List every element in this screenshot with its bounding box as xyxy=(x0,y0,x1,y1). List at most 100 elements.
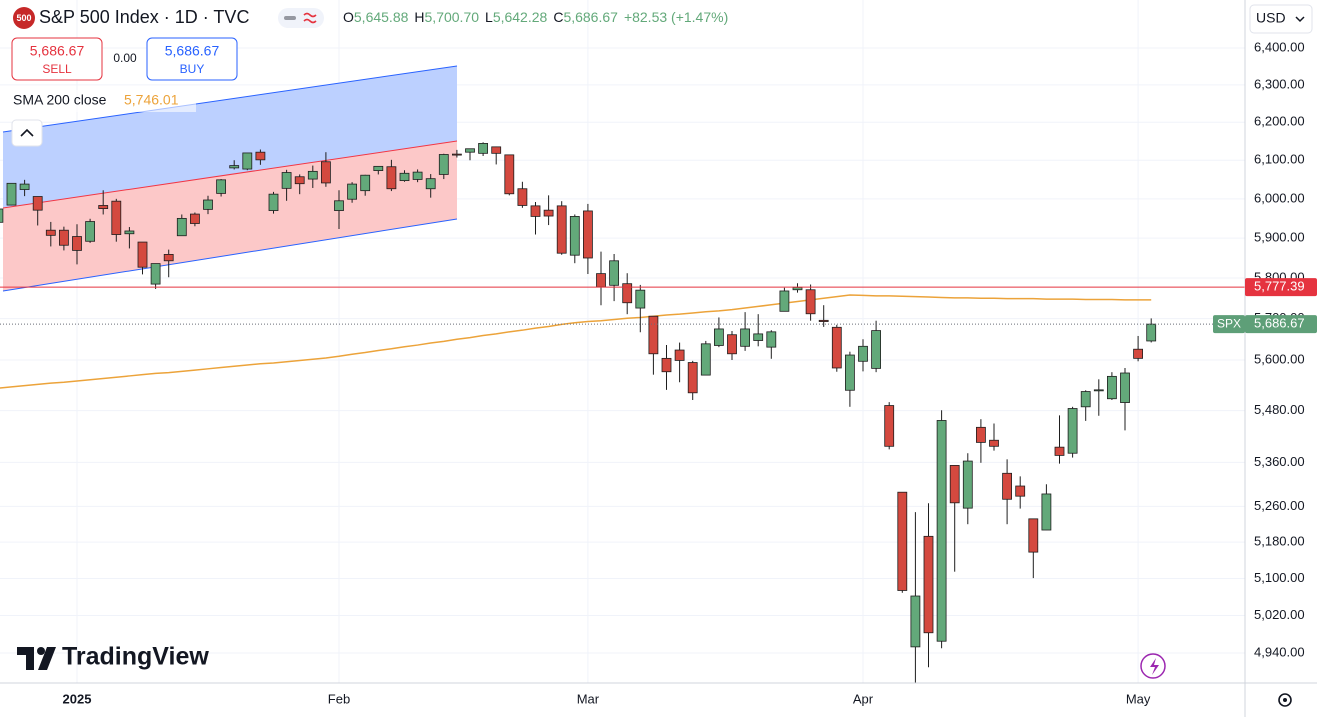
candle-body xyxy=(556,205,567,254)
candle-body xyxy=(137,241,148,268)
candle-body xyxy=(871,330,881,369)
candle-body xyxy=(714,328,724,346)
plot-area xyxy=(0,142,1245,683)
candle-body xyxy=(949,465,960,504)
candle-body xyxy=(976,426,986,443)
toggle-icon xyxy=(284,16,296,20)
channel-upper-fill xyxy=(3,66,457,208)
candle-body xyxy=(268,193,279,211)
buy-button[interactable] xyxy=(146,37,238,81)
overlay: 500 S&P 500 Index · 1D · TVC O5,645.88 H5… xyxy=(8,4,1313,707)
currency-button[interactable] xyxy=(1249,4,1313,34)
candle-body xyxy=(1146,323,1157,342)
candle-body xyxy=(884,405,895,447)
channel-lower-fill xyxy=(3,141,457,291)
candle-body xyxy=(85,221,95,242)
currency-chevron xyxy=(1295,16,1305,23)
hline-price-label: 5,777.39 xyxy=(1254,279,1305,294)
candle-body xyxy=(478,143,489,154)
sma-line xyxy=(0,294,1152,389)
candle-body xyxy=(281,172,292,189)
candle-body xyxy=(910,595,921,648)
y-tick-label: 5,600.00 xyxy=(1254,351,1305,366)
y-tick-label: 5,180.00 xyxy=(1254,534,1305,549)
candle-body xyxy=(229,165,240,169)
y-tick-label: 6,100.00 xyxy=(1254,152,1305,167)
candle-body xyxy=(491,146,502,154)
candle-body xyxy=(203,199,213,210)
ohlc-label: C xyxy=(553,9,563,25)
candle-body xyxy=(622,283,633,304)
candle-body xyxy=(517,188,528,206)
candle-body xyxy=(1054,446,1065,456)
collapse-button[interactable] xyxy=(11,119,43,147)
candle-body xyxy=(766,331,777,348)
candle-body xyxy=(150,263,161,285)
candle-body xyxy=(465,148,475,153)
brand: TradingView xyxy=(62,643,209,671)
candle-body xyxy=(347,183,358,200)
channel-bottom xyxy=(2,218,458,292)
buy-label: BUY xyxy=(180,62,205,76)
candle-body xyxy=(740,328,750,347)
candle-body xyxy=(307,170,318,180)
candle-body xyxy=(923,535,934,634)
candle-body xyxy=(700,343,711,376)
candle-body xyxy=(897,491,908,591)
y-tick-label: 6,400.00 xyxy=(1254,39,1305,54)
candle-body xyxy=(32,196,43,211)
candle-body xyxy=(805,289,816,315)
candle-body xyxy=(962,460,973,509)
candle-body xyxy=(425,178,436,190)
candle-body xyxy=(176,217,187,237)
candle-body xyxy=(320,161,331,184)
settings-icon xyxy=(1283,698,1287,702)
last-price-tag xyxy=(1245,315,1317,334)
x-tick-label: Apr xyxy=(853,691,874,706)
candle-body xyxy=(792,286,803,291)
candle-body xyxy=(543,209,554,217)
toggle-icon xyxy=(303,12,317,24)
buy-price: 5,686.67 xyxy=(165,43,220,59)
sell-price: 5,686.67 xyxy=(30,43,85,59)
candle-body xyxy=(45,229,56,236)
candle-body xyxy=(111,200,122,235)
symbol-tag-label: SPX xyxy=(1217,316,1241,330)
x-tick-label: Feb xyxy=(328,691,350,706)
y-tick-label: 6,200.00 xyxy=(1254,114,1305,129)
y-tick-label: 6,300.00 xyxy=(1254,76,1305,91)
candle-body xyxy=(0,208,4,223)
x-tick-label: May xyxy=(1126,691,1151,706)
candle-body xyxy=(1028,518,1039,553)
candle-body xyxy=(583,210,593,259)
sell-button[interactable] xyxy=(11,37,103,81)
currency: USD xyxy=(1256,10,1286,26)
legend-backdrop xyxy=(8,90,196,112)
candle-body xyxy=(386,166,397,190)
candle-body xyxy=(294,176,305,185)
candle-body xyxy=(1133,348,1143,359)
candle-body xyxy=(19,183,30,190)
candle-body xyxy=(1041,493,1052,531)
ohlc-label: O xyxy=(343,9,354,25)
candle-body xyxy=(569,216,580,256)
alert-icon xyxy=(1150,658,1159,675)
ohlc-value: 5,700.70 xyxy=(425,9,480,25)
candle-body xyxy=(163,253,174,262)
candle-body xyxy=(596,273,606,288)
y-tick-label: 4,940.00 xyxy=(1254,644,1305,659)
candle-body xyxy=(1067,408,1078,454)
candle-body xyxy=(753,333,764,341)
symbol-tag xyxy=(1213,315,1245,334)
sma-legend-value: 5,746.01 xyxy=(124,92,179,108)
ohlc-change: +82.53 (+1.47%) xyxy=(624,9,728,25)
y-tick-label: 5,260.00 xyxy=(1254,498,1305,513)
logo-mark xyxy=(37,647,45,655)
candle-body xyxy=(845,354,855,391)
channel-top xyxy=(2,65,458,133)
settings-icon[interactable] xyxy=(1278,693,1292,707)
candle-body xyxy=(1080,391,1091,408)
ohlc-label: L xyxy=(485,9,493,25)
candle-body xyxy=(504,154,515,195)
